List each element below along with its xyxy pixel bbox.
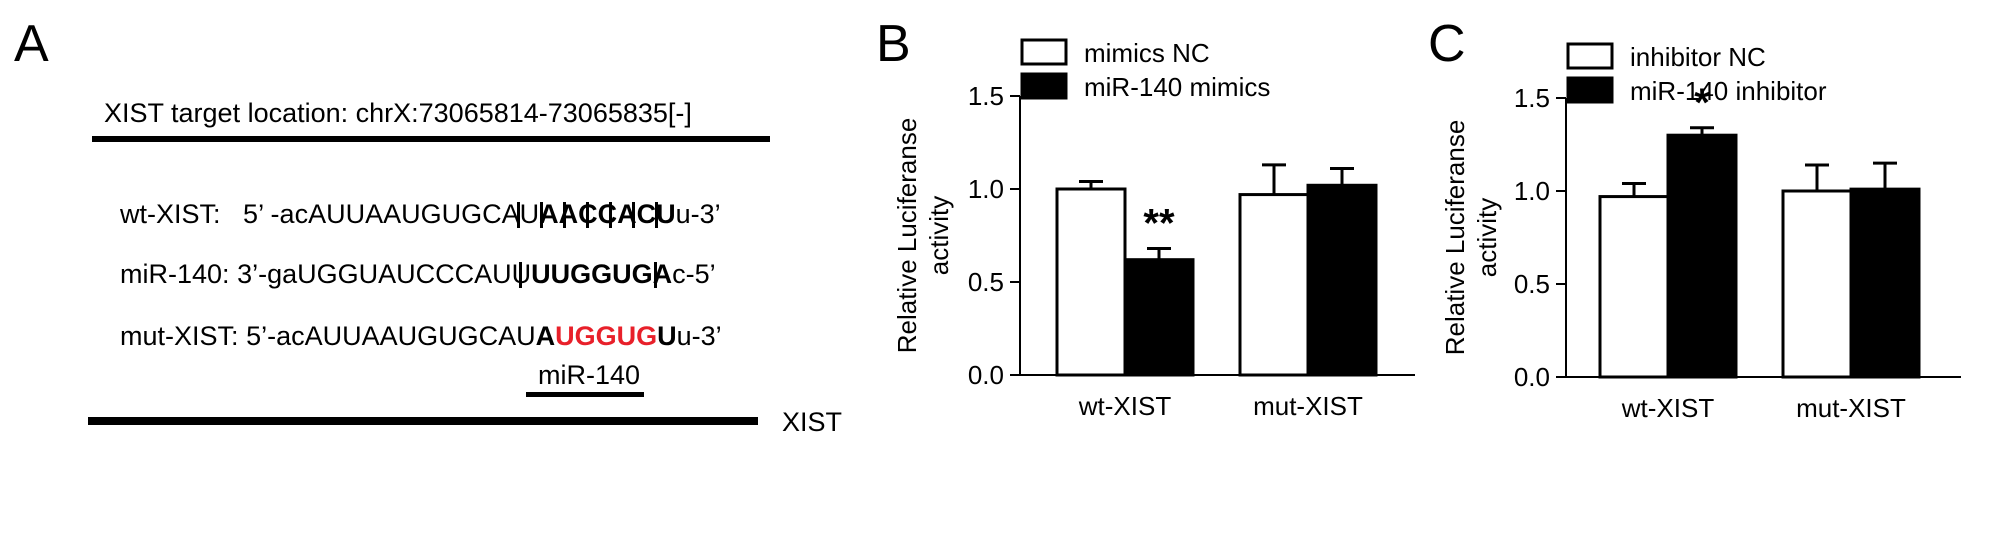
- mut-xist-a: A: [535, 321, 556, 351]
- mut-xist-row: mut-XIST: 5’-acAUUAAUGUGCAUAUGGUGUu-3’: [90, 290, 722, 383]
- x-tick-label: mut-XIST: [1253, 391, 1363, 421]
- y-axis-label: activity: [1472, 198, 1502, 277]
- target-location-line: [92, 136, 770, 142]
- legend-swatch: [1566, 42, 1614, 70]
- bar: [1123, 258, 1195, 377]
- bar: [1781, 189, 1853, 379]
- wt-xist-prefix: 5’ -acAUUAAUGUGCAU: [243, 199, 540, 229]
- x-tick-label: wt-XIST: [1078, 391, 1172, 421]
- pair-line: [654, 262, 657, 288]
- pair-line: [540, 202, 543, 228]
- panel-letter-a: A: [14, 15, 49, 73]
- pair-line: [655, 202, 658, 228]
- mut-xist-label: mut-XIST:: [120, 321, 239, 351]
- x-tick-label: mut-XIST: [1796, 393, 1906, 423]
- y-tick-label: 1.5: [968, 81, 1004, 111]
- mir-140-suffix: c-5’: [672, 259, 716, 289]
- y-axis-label: activity: [924, 196, 954, 275]
- y-axis-label: Relative Luciferanse: [1440, 120, 1470, 356]
- y-tick-label: 0.0: [968, 360, 1004, 390]
- legend-label: inhibitor NC: [1630, 42, 1766, 72]
- mir-140-site-label: miR-140: [538, 360, 641, 390]
- y-tick-label: 0.0: [1514, 362, 1550, 392]
- pair-line: [519, 262, 522, 288]
- y-tick-label: 1.0: [968, 174, 1004, 204]
- chart-b: 0.0 0.5 1.0 1.5 Relative Luciferanse activity…: [892, 38, 1415, 421]
- x-tick-label: wt-XIST: [1621, 393, 1715, 423]
- legend-swatch: [1020, 72, 1068, 100]
- wt-xist-label: wt-XIST:: [120, 199, 221, 229]
- mir-140-site-bar: [526, 392, 644, 397]
- chart-c: 0.0 0.5 1.0 1.5 Relative Luciferanse activity…: [1440, 42, 1961, 423]
- pair-line: [609, 202, 612, 228]
- bar: [1238, 193, 1310, 377]
- mut-xist-u: U: [657, 321, 677, 351]
- legend-label: miR-140 inhibitor: [1630, 76, 1827, 106]
- pair-line: [563, 202, 566, 228]
- y-tick-label: 1.5: [1514, 83, 1550, 113]
- pair-line: [586, 202, 589, 228]
- pair-line: [517, 202, 520, 228]
- bar: [1055, 187, 1127, 377]
- pair-line: [632, 202, 635, 228]
- y-axis-label: Relative Luciferanse: [892, 118, 922, 354]
- mir-140-prefix: 3’-gaUGGUAUCCCAUU: [237, 259, 532, 289]
- bar: [1306, 183, 1378, 377]
- legend-label: miR-140 mimics: [1084, 72, 1270, 102]
- mir-140-seed: UUGGUGA: [531, 259, 673, 289]
- wt-xist-suffix: u-3’: [675, 199, 721, 229]
- panel-letter-b: B: [876, 15, 911, 73]
- bar: [1598, 195, 1670, 379]
- significance-label: *: [1694, 81, 1710, 125]
- mir-140-label: miR-140:: [120, 259, 230, 289]
- mut-xist-mutated-seed: UGGUG: [555, 321, 658, 351]
- wt-xist-row: wt-XIST: 5’ -acAUUAAUGUGCAUAACCACUu-3’: [90, 168, 721, 261]
- wt-xist-seed: AACCACU: [539, 199, 676, 229]
- bar: [1849, 187, 1921, 379]
- legend-label: mimics NC: [1084, 38, 1210, 68]
- mir-140-row: miR-140: 3’-gaUGGUAUCCCAUUUUGGUGAc-5’: [90, 228, 716, 321]
- legend-swatch: [1566, 76, 1614, 104]
- bar: [1666, 133, 1738, 379]
- legend-swatch: [1020, 38, 1068, 66]
- y-tick-label: 0.5: [1514, 269, 1550, 299]
- y-tick-label: 0.5: [968, 267, 1004, 297]
- mut-xist-prefix: 5’-acAUUAAUGUGCAU: [246, 321, 536, 351]
- y-tick-label: 1.0: [1514, 176, 1550, 206]
- target-location-title: XIST target location: chrX:73065814-7306…: [104, 98, 692, 128]
- panel-letter-c: C: [1428, 15, 1466, 73]
- significance-label: **: [1143, 202, 1175, 246]
- xist-gene-line: [88, 417, 758, 425]
- xist-gene-label: XIST: [782, 407, 843, 437]
- mut-xist-suffix: u-3’: [676, 321, 722, 351]
